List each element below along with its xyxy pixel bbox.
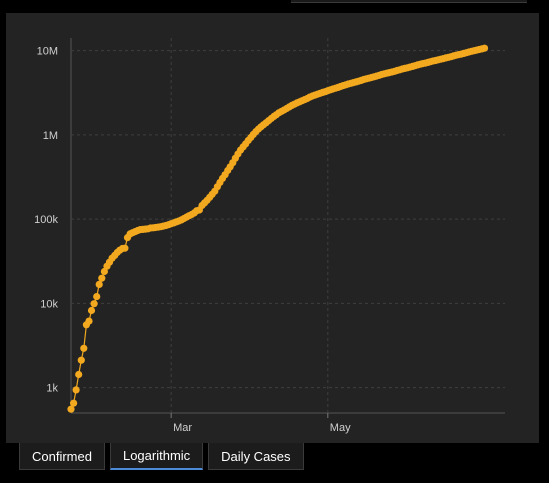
top-search-field[interactable]	[291, 0, 527, 3]
data-point	[121, 244, 129, 252]
chart-panel	[6, 13, 539, 443]
data-point	[98, 274, 106, 282]
data-point	[77, 356, 85, 364]
data-point	[87, 306, 96, 315]
x-tick-label: Mar	[173, 422, 192, 434]
data-point	[95, 280, 103, 288]
data-point	[70, 399, 78, 407]
cases-chart: 1k 10k 100k 1M 10M Mar May	[34, 38, 505, 434]
y-tick-label: 1k	[46, 383, 58, 395]
data-point	[85, 317, 93, 325]
data-point	[80, 344, 88, 352]
data-point	[90, 300, 98, 308]
y-tick-label: 10M	[37, 46, 58, 58]
tab-confirmed[interactable]: Confirmed	[19, 443, 105, 470]
data-point	[480, 44, 489, 52]
series-line	[70, 47, 485, 410]
y-tick-label: 1M	[43, 130, 58, 142]
tab-daily-cases[interactable]: Daily Cases	[208, 443, 304, 470]
data-point	[75, 370, 83, 379]
x-tick-label: May	[330, 422, 351, 434]
data-point	[72, 386, 80, 394]
tab-logarithmic[interactable]: Logarithmic	[109, 443, 204, 470]
y-tick-label: 100k	[34, 214, 58, 226]
y-tick-label: 10k	[40, 298, 58, 310]
data-point	[67, 405, 75, 413]
data-point	[93, 293, 101, 301]
chart-mode-tabs: Confirmed Logarithmic Daily Cases	[19, 443, 304, 470]
